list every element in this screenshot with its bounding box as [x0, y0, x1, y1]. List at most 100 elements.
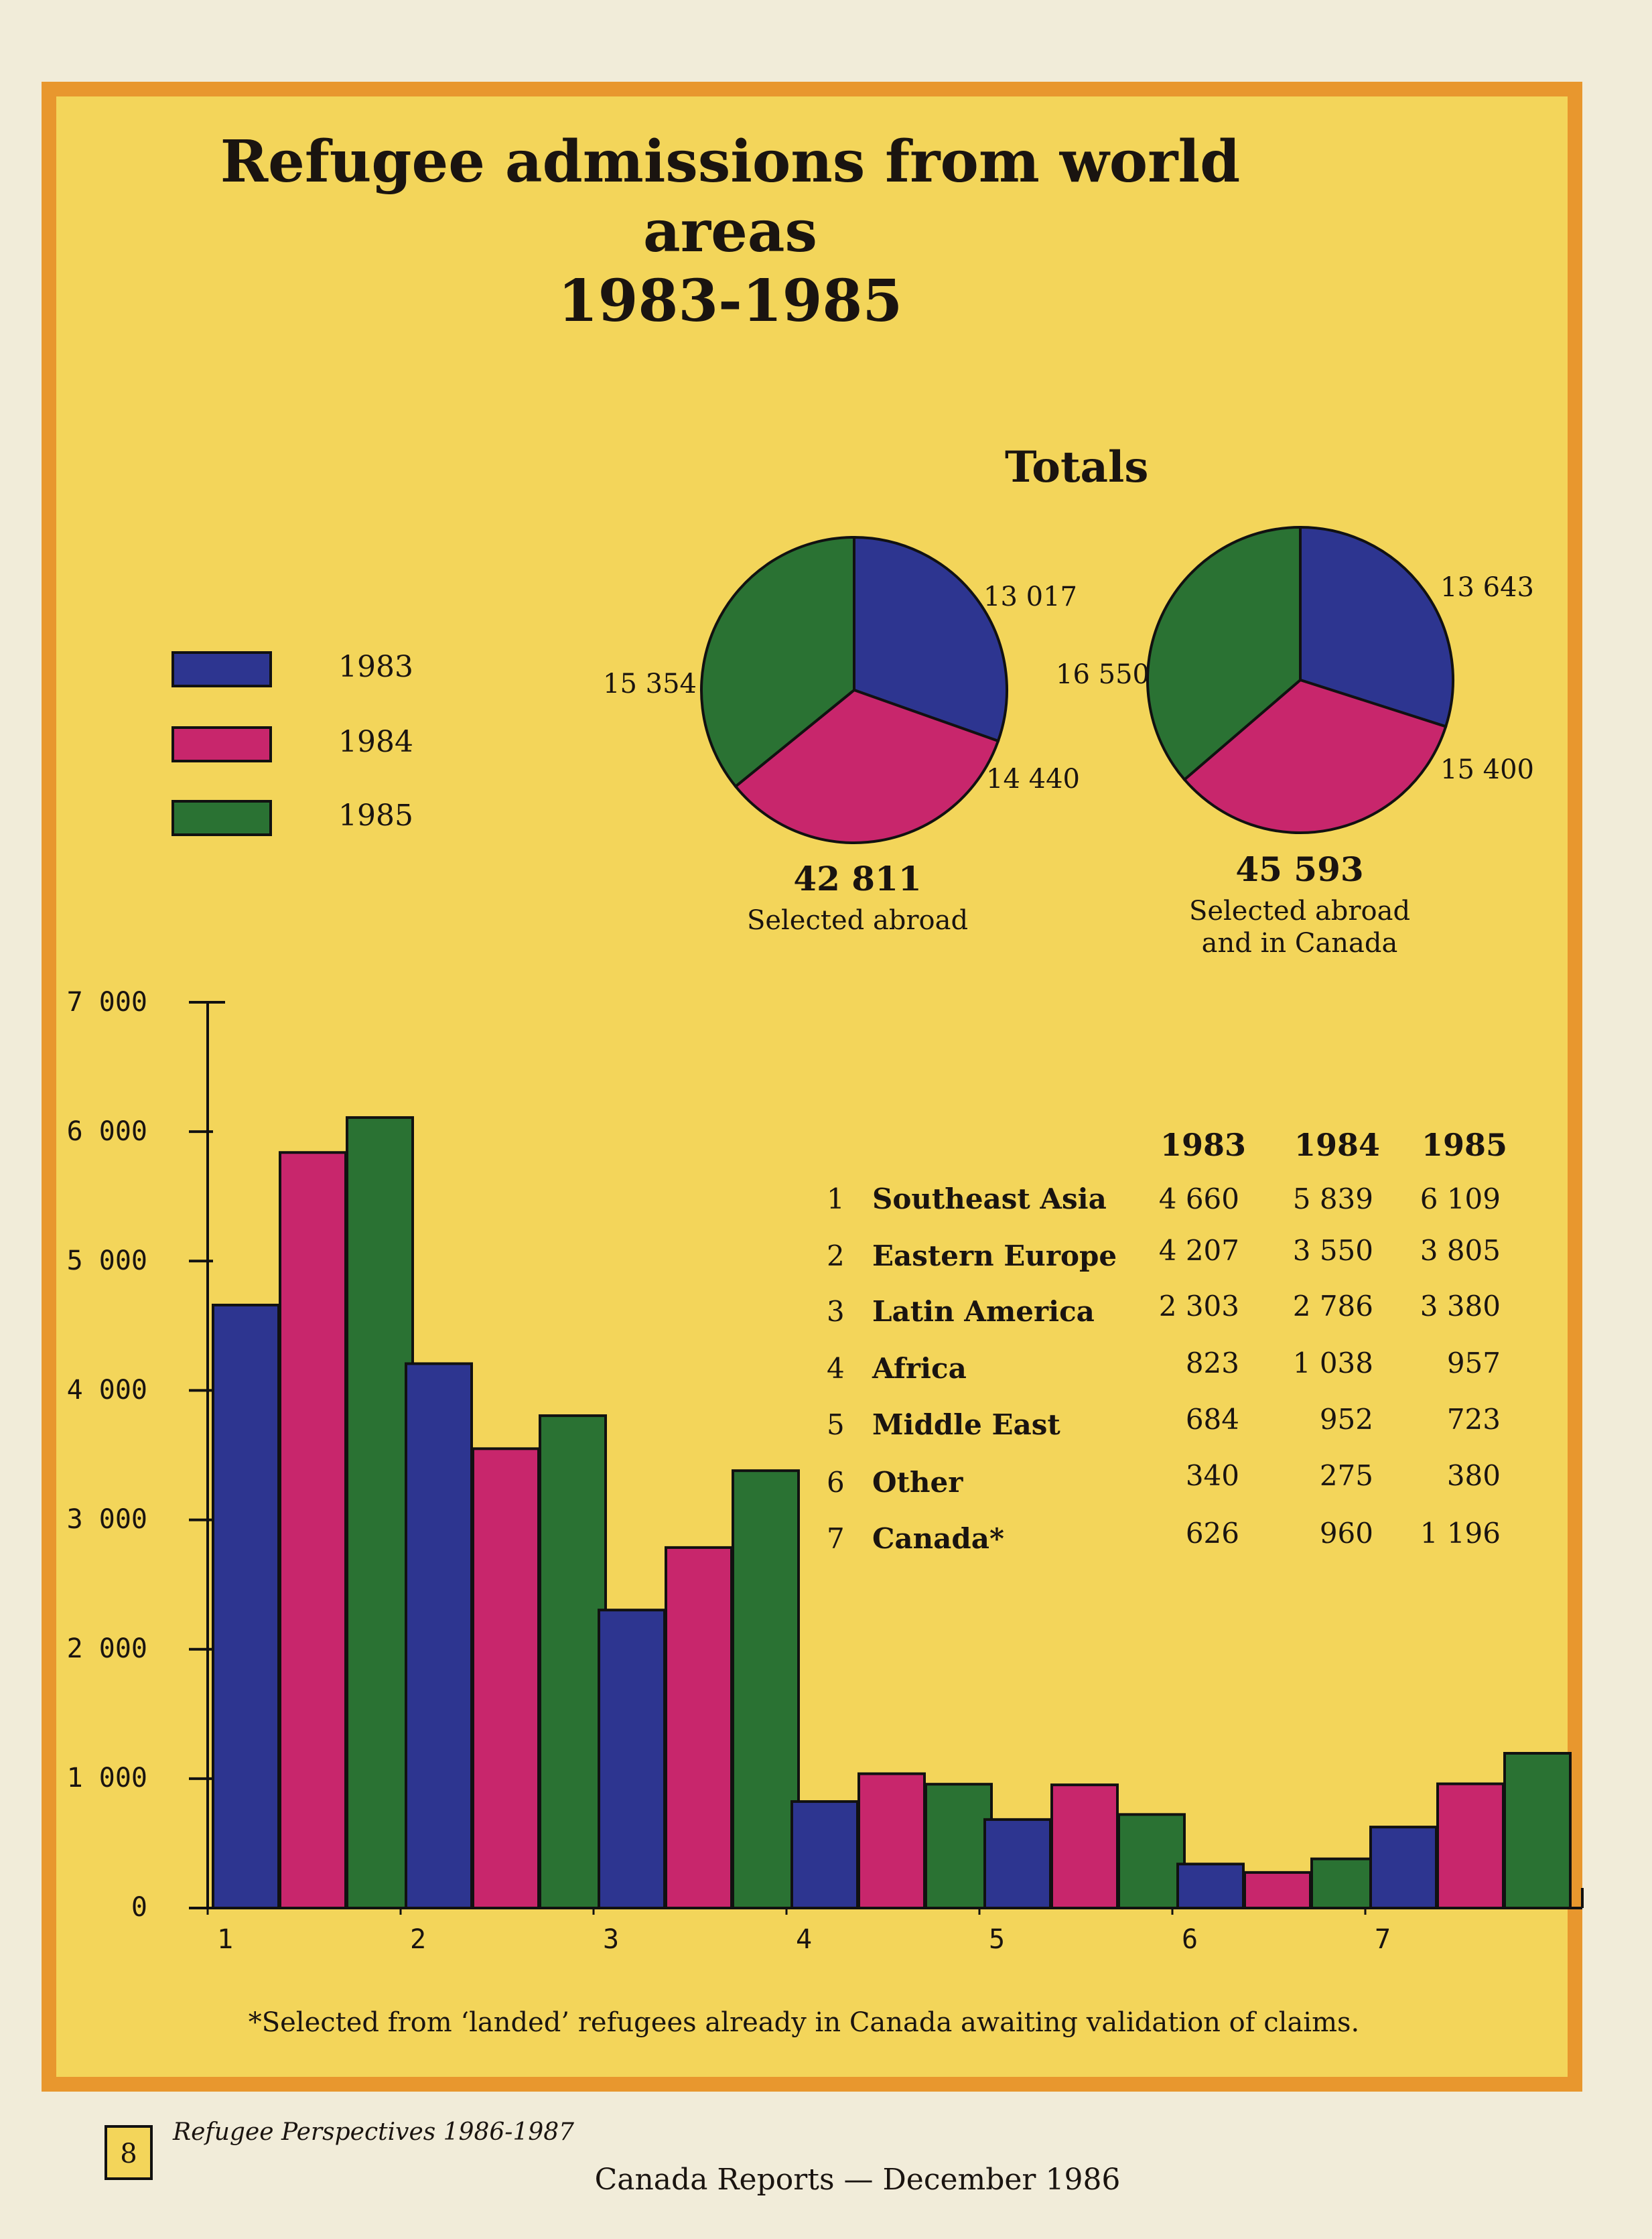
table-row-num: 6 [827, 1466, 845, 1499]
x-tick-label: 3 [603, 1924, 620, 1955]
legend-swatch-1983 [171, 651, 272, 687]
y-tick-label: 6 000 [66, 1116, 147, 1147]
y-tick-label: 1 000 [66, 1763, 147, 1793]
bar-6-1985 [1310, 1857, 1379, 1909]
bar-2-1984 [472, 1447, 540, 1909]
bar-chart [189, 1001, 1584, 1915]
x-tick-label: 6 [1182, 1924, 1198, 1955]
table-cell: 723 [1446, 1403, 1501, 1436]
bar-4-1984 [857, 1772, 926, 1910]
table-header-1984: 1984 [1294, 1127, 1380, 1163]
pie1-caption-line1: Selected abroad [746, 905, 969, 936]
title-line-2: 1983-1985 [557, 267, 903, 335]
table-cell: 340 [1185, 1459, 1239, 1492]
bar-2-1985 [539, 1414, 607, 1909]
table-row-name: Eastern Europe [872, 1239, 1117, 1272]
legend-swatch-1985 [171, 800, 272, 836]
legend-swatch-1984 [171, 726, 272, 762]
y-tick-label: 2 000 [66, 1633, 147, 1664]
table-row-name: Latin America [872, 1295, 1095, 1328]
bar-6-1984 [1243, 1871, 1312, 1910]
table-cell: 823 [1185, 1347, 1239, 1379]
pie2-caption-line2: and in Canada [1201, 928, 1398, 959]
table-cell: 380 [1446, 1459, 1501, 1492]
table-cell: 3 805 [1420, 1234, 1501, 1267]
pie-selected-abroad [700, 535, 1008, 844]
pie-slice-1983 [1299, 525, 1454, 728]
table-row-num: 1 [827, 1182, 845, 1215]
pie1-label-1983: 13 017 [983, 582, 1077, 612]
pie2-caption-line1: Selected abroad [1188, 896, 1411, 927]
x-tick-label: 2 [410, 1924, 427, 1955]
table-cell: 6 109 [1420, 1182, 1501, 1215]
pie-slice-1984 [734, 688, 1000, 844]
bar-6-1983 [1176, 1862, 1245, 1910]
table-cell: 2 303 [1158, 1290, 1239, 1322]
table-header-1985: 1985 [1421, 1127, 1507, 1163]
pie1-caption: Selected abroad [690, 904, 1025, 937]
table-cell: 957 [1446, 1347, 1501, 1379]
table-cell: 626 [1185, 1517, 1239, 1550]
x-tick-label: 1 [217, 1924, 234, 1955]
bar-5-1983 [983, 1818, 1052, 1910]
pie2-label-1984: 15 400 [1440, 754, 1534, 785]
page-number: 8 [105, 2125, 153, 2180]
bar-4-1985 [924, 1783, 993, 1910]
x-tick-label: 4 [796, 1924, 813, 1955]
y-tick-label: 5 000 [66, 1245, 147, 1276]
footnote: *Selected from ‘landed’ refugees already… [248, 2007, 1360, 2038]
table-row-name: Africa [872, 1352, 967, 1385]
table-cell: 3 550 [1292, 1234, 1373, 1267]
pie2-label-1985: 16 550 [1056, 659, 1150, 690]
table-row-num: 7 [827, 1522, 845, 1555]
bar-1-1984 [279, 1151, 347, 1909]
table-row-name: Middle East [872, 1408, 1060, 1441]
table-row-num: 5 [827, 1408, 845, 1441]
table-cell: 960 [1319, 1517, 1373, 1550]
table-row-num: 4 [827, 1352, 845, 1385]
chart-title: Refugee admissions from world areas 1983… [201, 127, 1259, 336]
y-tick-label: 7 000 [66, 987, 147, 1018]
bar-7-1983 [1369, 1826, 1438, 1909]
totals-heading: Totals [1005, 442, 1149, 492]
table-row-num: 3 [827, 1295, 845, 1328]
pie-slice-1985 [700, 535, 855, 789]
x-tick-label: 7 [1375, 1924, 1391, 1955]
bar-7-1984 [1436, 1782, 1505, 1909]
legend-label-1983: 1983 [338, 650, 413, 684]
pie2-total: 45 593 [1235, 850, 1364, 889]
series-reference: Refugee Perspectives 1986-1987 [173, 2118, 575, 2146]
bar-5-1985 [1117, 1813, 1186, 1909]
pie1-label-1985: 15 354 [603, 669, 697, 699]
bar-2-1983 [405, 1362, 473, 1909]
table-row-name: Canada* [872, 1522, 1004, 1555]
bar-5-1984 [1050, 1783, 1119, 1909]
table-cell: 2 786 [1292, 1290, 1373, 1322]
pie1-label-1984: 14 440 [986, 764, 1080, 795]
pie2-label-1983: 13 643 [1440, 572, 1534, 603]
y-tick-label: 0 [131, 1892, 147, 1923]
table-cell: 4 660 [1158, 1182, 1239, 1215]
table-cell: 3 380 [1420, 1290, 1501, 1322]
table-cell: 4 207 [1158, 1234, 1239, 1267]
pie-slice-1985 [1146, 525, 1302, 782]
table-cell: 1 196 [1420, 1517, 1501, 1550]
pie1-total: 42 811 [793, 859, 922, 898]
bar-4-1983 [790, 1800, 859, 1910]
bar-7-1985 [1503, 1752, 1572, 1910]
bar-1-1983 [212, 1303, 280, 1910]
pie2-caption: Selected abroad and in Canada [1132, 895, 1467, 959]
table-cell: 5 839 [1292, 1182, 1373, 1215]
table-cell: 952 [1319, 1403, 1373, 1436]
table-row-num: 2 [827, 1239, 845, 1272]
table-header-1983: 1983 [1160, 1127, 1246, 1163]
title-line-1: Refugee admissions from world areas [220, 128, 1241, 265]
pie-charts [700, 525, 1454, 844]
legend-label-1985: 1985 [338, 799, 413, 833]
y-tick-label: 4 000 [66, 1375, 147, 1406]
table-cell: 684 [1185, 1403, 1239, 1436]
bar-3-1985 [732, 1469, 800, 1910]
pie-slice-1983 [853, 535, 1008, 743]
table-row-name: Other [872, 1466, 963, 1499]
bar-1-1985 [346, 1116, 414, 1909]
